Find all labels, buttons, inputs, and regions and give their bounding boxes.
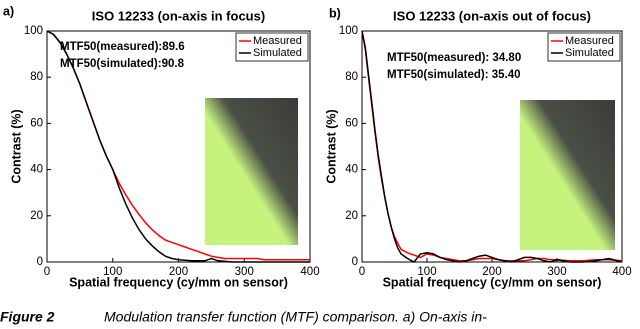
y-tick-label: 40 (345, 164, 358, 176)
x-tick-label: 0 (359, 266, 365, 278)
series-line (361, 30, 623, 263)
y-tick-label: 20 (345, 210, 358, 222)
chart-title: ISO 12233 (on-axis in focus) (92, 8, 265, 23)
y-tick-label: 80 (345, 71, 358, 83)
y-tick-label: 60 (345, 117, 358, 129)
series-line (46, 30, 310, 263)
y-tick-label: 60 (30, 117, 43, 129)
plot-frame (46, 30, 311, 263)
legend-label: Measured (253, 35, 302, 47)
caption-text: Modulation transfer function (MTF) compa… (104, 309, 487, 325)
inset-image (205, 98, 298, 245)
panel-label: b) (329, 6, 341, 20)
y-tick-label: 100 (24, 25, 43, 37)
x-tick-label: 300 (547, 266, 566, 278)
x-tick-label: 200 (482, 266, 501, 278)
x-tick-label: 100 (103, 266, 122, 278)
annotation: MTF50(measured): 34.80 (387, 52, 521, 64)
panel-label: a) (3, 4, 14, 18)
inset-image (520, 100, 615, 250)
x-tick-label: 400 (300, 266, 319, 278)
x-axis-label: Spatial frequency (cy/mm on sensor) (69, 275, 288, 289)
y-tick-label: 100 (339, 25, 358, 37)
chart-title: ISO 12233 (on-axis out of focus) (393, 8, 591, 23)
y-tick-label: 20 (30, 210, 43, 222)
y-tick-label: 0 (37, 256, 43, 268)
y-tick-label: 80 (30, 71, 43, 83)
annotation: MTF50(measured):89.6 (60, 41, 185, 53)
y-tick-label: 40 (30, 164, 43, 176)
legend-label: Simulated (565, 47, 614, 59)
legend-label: Measured (565, 35, 614, 47)
legend-label: Simulated (253, 47, 302, 59)
x-tick-label: 200 (169, 266, 188, 278)
x-axis-label: Spatial frequency (cy/mm on sensor) (383, 275, 602, 289)
y-axis-label: Contrast (%) (324, 109, 338, 183)
annotation: MTF50(simulated): 35.40 (387, 69, 521, 81)
plot-frame (361, 30, 623, 263)
y-tick-label: 0 (352, 256, 358, 268)
x-tick-label: 400 (612, 266, 631, 278)
x-tick-label: 300 (235, 266, 254, 278)
annotation: MTF50(simulated):90.8 (60, 58, 185, 70)
legend-box (235, 32, 309, 62)
x-tick-label: 0 (44, 266, 50, 278)
legend-box (547, 32, 621, 62)
x-tick-label: 100 (417, 266, 436, 278)
y-axis-label: Contrast (%) (9, 109, 23, 183)
caption-label: Figure 2 (0, 309, 55, 325)
